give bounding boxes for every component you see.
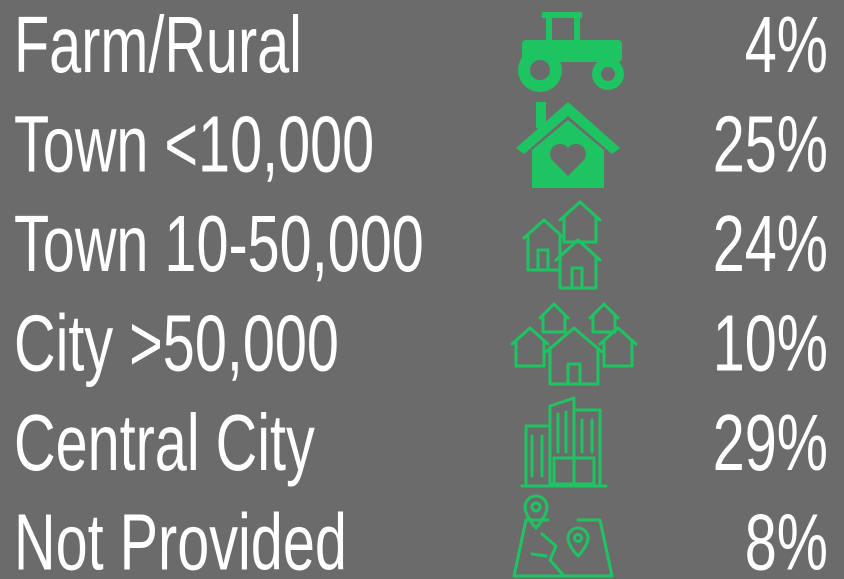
row-label: City >50,000 bbox=[14, 298, 339, 388]
tractor-icon bbox=[518, 12, 624, 92]
house-icon bbox=[516, 102, 620, 188]
row-label: Town 10-50,000 bbox=[14, 199, 424, 289]
row-value: 29% bbox=[713, 398, 828, 488]
neighborhood-icon bbox=[510, 302, 638, 386]
row-label: Farm/Rural bbox=[14, 0, 302, 89]
row-label: Town <10,000 bbox=[14, 99, 374, 189]
row-value: 24% bbox=[713, 199, 828, 289]
buildings-icon bbox=[520, 396, 608, 488]
row-value: 10% bbox=[713, 298, 828, 388]
row-value: 25% bbox=[713, 99, 828, 189]
row-value: 4% bbox=[745, 0, 828, 89]
row-label: Not Provided bbox=[14, 497, 347, 579]
row-value: 8% bbox=[745, 497, 828, 579]
row-label: Central City bbox=[14, 398, 315, 488]
map-icon bbox=[512, 494, 614, 578]
houses-icon bbox=[522, 200, 602, 290]
